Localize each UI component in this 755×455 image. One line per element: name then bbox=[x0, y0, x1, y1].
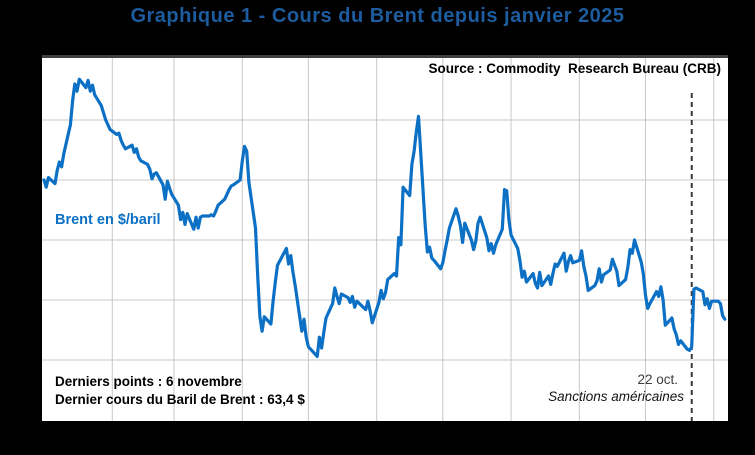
series-label: Brent en $/baril bbox=[55, 212, 161, 228]
chart-title: Graphique 1 - Cours du Brent depuis janv… bbox=[130, 5, 625, 27]
brent-price-line-chart bbox=[42, 58, 728, 421]
footnote-last-price: Dernier cours du Baril de Brent : 63,4 $ bbox=[55, 392, 305, 407]
annotation-sanctions-label: Sanctions américaines bbox=[548, 389, 684, 404]
footnote-last-points: Derniers points : 6 novembre bbox=[55, 374, 242, 389]
plot-area bbox=[42, 55, 728, 421]
brent-price-line bbox=[42, 77, 727, 358]
source-label: Source : Commodity Research Bureau (CRB) bbox=[428, 61, 721, 76]
annotation-date-label: 22 oct. bbox=[637, 372, 678, 387]
